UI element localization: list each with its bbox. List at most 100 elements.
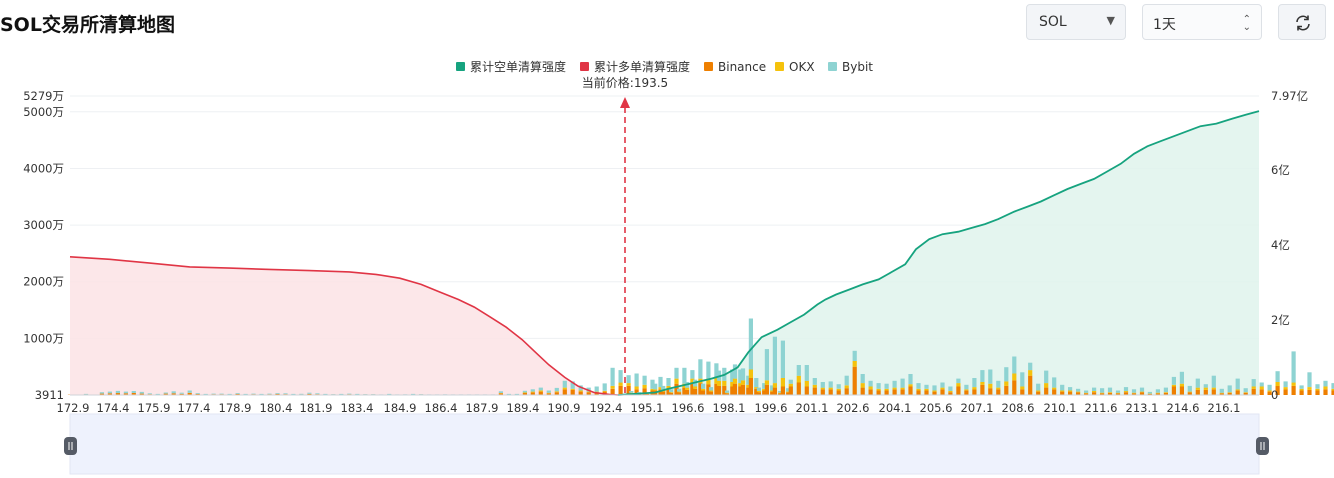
- okx-bar: [653, 389, 658, 391]
- bybit-bar: [1052, 377, 1057, 388]
- zoom-slider[interactable]: [64, 413, 1269, 475]
- bybit-bar: [786, 388, 791, 392]
- binance-bar: [1084, 393, 1089, 395]
- okx-bar: [940, 387, 945, 390]
- bybit-bar: [772, 336, 777, 384]
- binance-bar: [666, 388, 671, 395]
- okx-bar: [1291, 382, 1296, 386]
- okx-bar: [1092, 391, 1097, 393]
- bybit-bar: [754, 378, 759, 388]
- bybit-bar: [1084, 390, 1089, 393]
- binance-bar: [770, 391, 775, 395]
- binance-bar: [868, 389, 873, 395]
- bybit-bar: [514, 393, 519, 395]
- bybit-bar: [291, 393, 296, 395]
- bybit-bar: [1203, 384, 1208, 388]
- bybit-bar: [107, 391, 112, 394]
- bybit-bar: [756, 387, 761, 391]
- okx-bar: [820, 387, 825, 390]
- bybit-bar: [602, 383, 607, 391]
- x-tick-label: 187.9: [466, 401, 499, 415]
- binance-bar: [772, 387, 777, 395]
- x-tick-label: 196.6: [672, 401, 705, 415]
- bybit-bar: [267, 393, 272, 395]
- binance-bar: [1036, 391, 1041, 395]
- x-tick-label: 172.9: [57, 401, 90, 415]
- okx-bar: [892, 387, 897, 390]
- okx-bar: [770, 390, 775, 392]
- chart-legend[interactable]: 累计空单清算强度 累计多单清算强度 Binance OKX Bybit: [456, 59, 873, 74]
- okx-bar: [1203, 387, 1208, 390]
- okx-bar: [530, 391, 535, 393]
- bybit-bar: [171, 391, 176, 394]
- binance-bar: [701, 390, 706, 395]
- binance-bar: [586, 392, 591, 395]
- bybit-bar: [980, 370, 985, 382]
- binance-bar: [307, 393, 312, 395]
- bybit-bar: [698, 359, 703, 379]
- binance-bar: [1131, 393, 1137, 395]
- period-select[interactable]: 1天 ⌃ ⌄: [1142, 4, 1262, 40]
- bybit-bar: [610, 367, 615, 386]
- x-tick-label: 181.9: [300, 401, 333, 415]
- okx-bar: [762, 388, 767, 391]
- binance-bar: [139, 393, 144, 395]
- binance-bar: [892, 389, 897, 395]
- bybit-bar: [764, 349, 769, 381]
- okx-bar: [578, 390, 583, 392]
- bybit-bar: [844, 375, 849, 386]
- binance-bar: [788, 386, 793, 395]
- bybit-bar: [1179, 371, 1184, 384]
- bybit-bar: [339, 393, 344, 395]
- binance-bar: [1139, 392, 1145, 395]
- bybit-bar: [123, 391, 128, 394]
- binance-bar: [1315, 390, 1320, 395]
- x-tick-label: 204.1: [879, 401, 912, 415]
- binance-bar: [1052, 389, 1057, 395]
- okx-bar: [538, 390, 543, 392]
- bybit-bar: [932, 385, 937, 391]
- binance-bar: [796, 382, 801, 395]
- binance-bar: [690, 382, 695, 395]
- bybit-bar: [115, 390, 120, 394]
- bybit-bar: [900, 378, 905, 388]
- short-area: [617, 111, 1259, 395]
- long-area: [70, 256, 618, 395]
- okx-bar: [746, 384, 751, 388]
- okx-bar: [1227, 392, 1232, 393]
- okx-bar: [1004, 381, 1009, 386]
- binance-bar: [764, 384, 769, 395]
- bybit-bar: [1219, 388, 1224, 393]
- binance-bar: [610, 388, 615, 395]
- binance-bar: [780, 386, 785, 395]
- bybit-bar: [674, 367, 679, 379]
- binance-bar: [1203, 389, 1208, 395]
- okx-bar: [924, 388, 929, 391]
- zoom-handle-right[interactable]: [1256, 437, 1269, 455]
- bybit-bar: [1100, 388, 1105, 393]
- bybit-bar: [948, 386, 953, 391]
- bybit-bar: [1331, 383, 1334, 389]
- okx-bar: [956, 383, 961, 387]
- x-tick-label: 190.9: [548, 401, 581, 415]
- okx-bar: [634, 386, 639, 390]
- bybit-bar: [677, 388, 682, 392]
- okx-bar: [1219, 392, 1224, 394]
- x-tick-label: 198.1: [713, 401, 746, 415]
- binance-bar: [1107, 392, 1113, 395]
- zoom-handle-left[interactable]: [64, 437, 77, 455]
- binance-bar: [634, 389, 639, 395]
- binance-bar: [948, 392, 953, 395]
- bybit-bar: [203, 393, 208, 395]
- binance-bar: [738, 386, 743, 395]
- bybit-bar: [1307, 372, 1312, 387]
- bybit-bar: [746, 375, 751, 385]
- okx-bar: [1155, 392, 1160, 394]
- binance-bar: [1115, 393, 1121, 395]
- bybit-bar: [988, 369, 993, 384]
- symbol-select[interactable]: SOL ▼: [1026, 4, 1126, 40]
- bybit-bar: [1195, 378, 1200, 388]
- refresh-button[interactable]: [1278, 4, 1326, 40]
- bybit-bar: [820, 382, 825, 388]
- bybit-bar: [1076, 388, 1081, 392]
